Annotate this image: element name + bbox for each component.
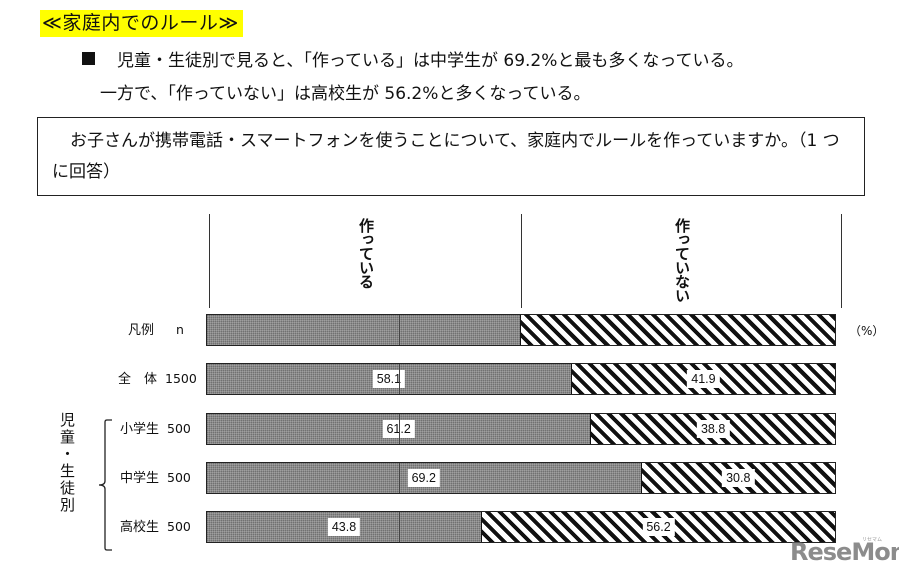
row-n: 1500 <box>165 371 197 386</box>
question-box: お子さんが携帯電話・スマートフォンを使うことについて、家庭内でルールを作っていま… <box>37 117 865 196</box>
value-label-made: 58.1 <box>372 370 406 388</box>
row-name: 全 体 <box>118 372 158 387</box>
bar-segment-made: 61.2 <box>207 414 592 444</box>
percent-unit-label: （%） <box>849 324 885 338</box>
row-name: 中学生 <box>120 471 160 486</box>
row-n: 500 <box>167 519 191 534</box>
legend-text: 凡例 <box>128 323 155 338</box>
bar-elementary: 61.2 38.8 <box>206 413 836 445</box>
brace-icon <box>98 419 112 551</box>
value-label-not-made: 41.9 <box>687 370 720 388</box>
row-name: 小学生 <box>120 422 160 437</box>
question-text: お子さんが携帯電話・スマートフォンを使うことについて、家庭内でルールを作っていま… <box>52 131 840 182</box>
row-name: 高校生 <box>120 520 160 535</box>
legend-row-label: 凡例 n <box>128 322 184 339</box>
resemom-logo: ReseMom <box>790 538 899 566</box>
legend-divider-middle <box>521 214 522 308</box>
value-label-not-made: 30.8 <box>722 469 755 487</box>
bar-segment-not-made: 56.2 <box>482 512 835 542</box>
bar-segment-not-made: 38.8 <box>591 414 835 444</box>
value-label-made: 43.8 <box>327 518 361 536</box>
legend-divider-right <box>841 214 842 308</box>
row-label-total: 全 体 1500 <box>118 371 197 388</box>
bar-junior-high: 69.2 30.8 <box>206 462 836 494</box>
row-n: 500 <box>167 421 191 436</box>
legend-bar-not-made <box>521 315 835 345</box>
black-square-icon <box>82 52 95 65</box>
value-label-not-made: 56.2 <box>642 518 675 536</box>
section-title: ≪家庭内でのルール≫ <box>40 10 243 37</box>
group-label: 児童・生徒別 <box>58 412 76 514</box>
n-header: n <box>176 322 184 337</box>
row-label-junior-high: 中学生 500 <box>120 470 191 487</box>
value-label-made: 69.2 <box>407 469 440 487</box>
bar-total: 58.1 41.9 <box>206 363 836 395</box>
summary-text-1: 児童・生徒別で見ると、「作っている」は中学生が 69.2%と最も多くなっている。 <box>117 51 744 71</box>
row-label-high-school: 高校生 500 <box>120 519 191 536</box>
bar-segment-made: 43.8 <box>207 512 483 542</box>
resemom-logo-kana: リセマム <box>862 537 883 543</box>
bar-high-school: 43.8 56.2 <box>206 511 836 543</box>
bar-segment-made: 69.2 <box>207 463 642 493</box>
value-label-not-made: 38.8 <box>696 420 730 438</box>
row-n: 500 <box>167 470 191 485</box>
summary-line-1: 児童・生徒別で見ると、「作っている」は中学生が 69.2%と最も多くなっている。 <box>82 50 744 72</box>
value-label-made: 61.2 <box>382 420 415 438</box>
legend-bar-made <box>207 315 521 345</box>
legend-label-not-made: 作っていない <box>673 218 691 302</box>
legend-bar <box>206 314 836 346</box>
bar-segment-not-made: 30.8 <box>641 463 835 493</box>
legend-label-made: 作っている <box>357 218 375 288</box>
summary-line-2: 一方で、「作っていない」は高校生が 56.2%と多くなっている。 <box>100 84 591 104</box>
bar-segment-not-made: 41.9 <box>571 364 835 394</box>
legend-divider-left <box>209 214 210 308</box>
row-label-elementary: 小学生 500 <box>120 421 191 438</box>
bar-segment-made: 58.1 <box>207 364 572 394</box>
